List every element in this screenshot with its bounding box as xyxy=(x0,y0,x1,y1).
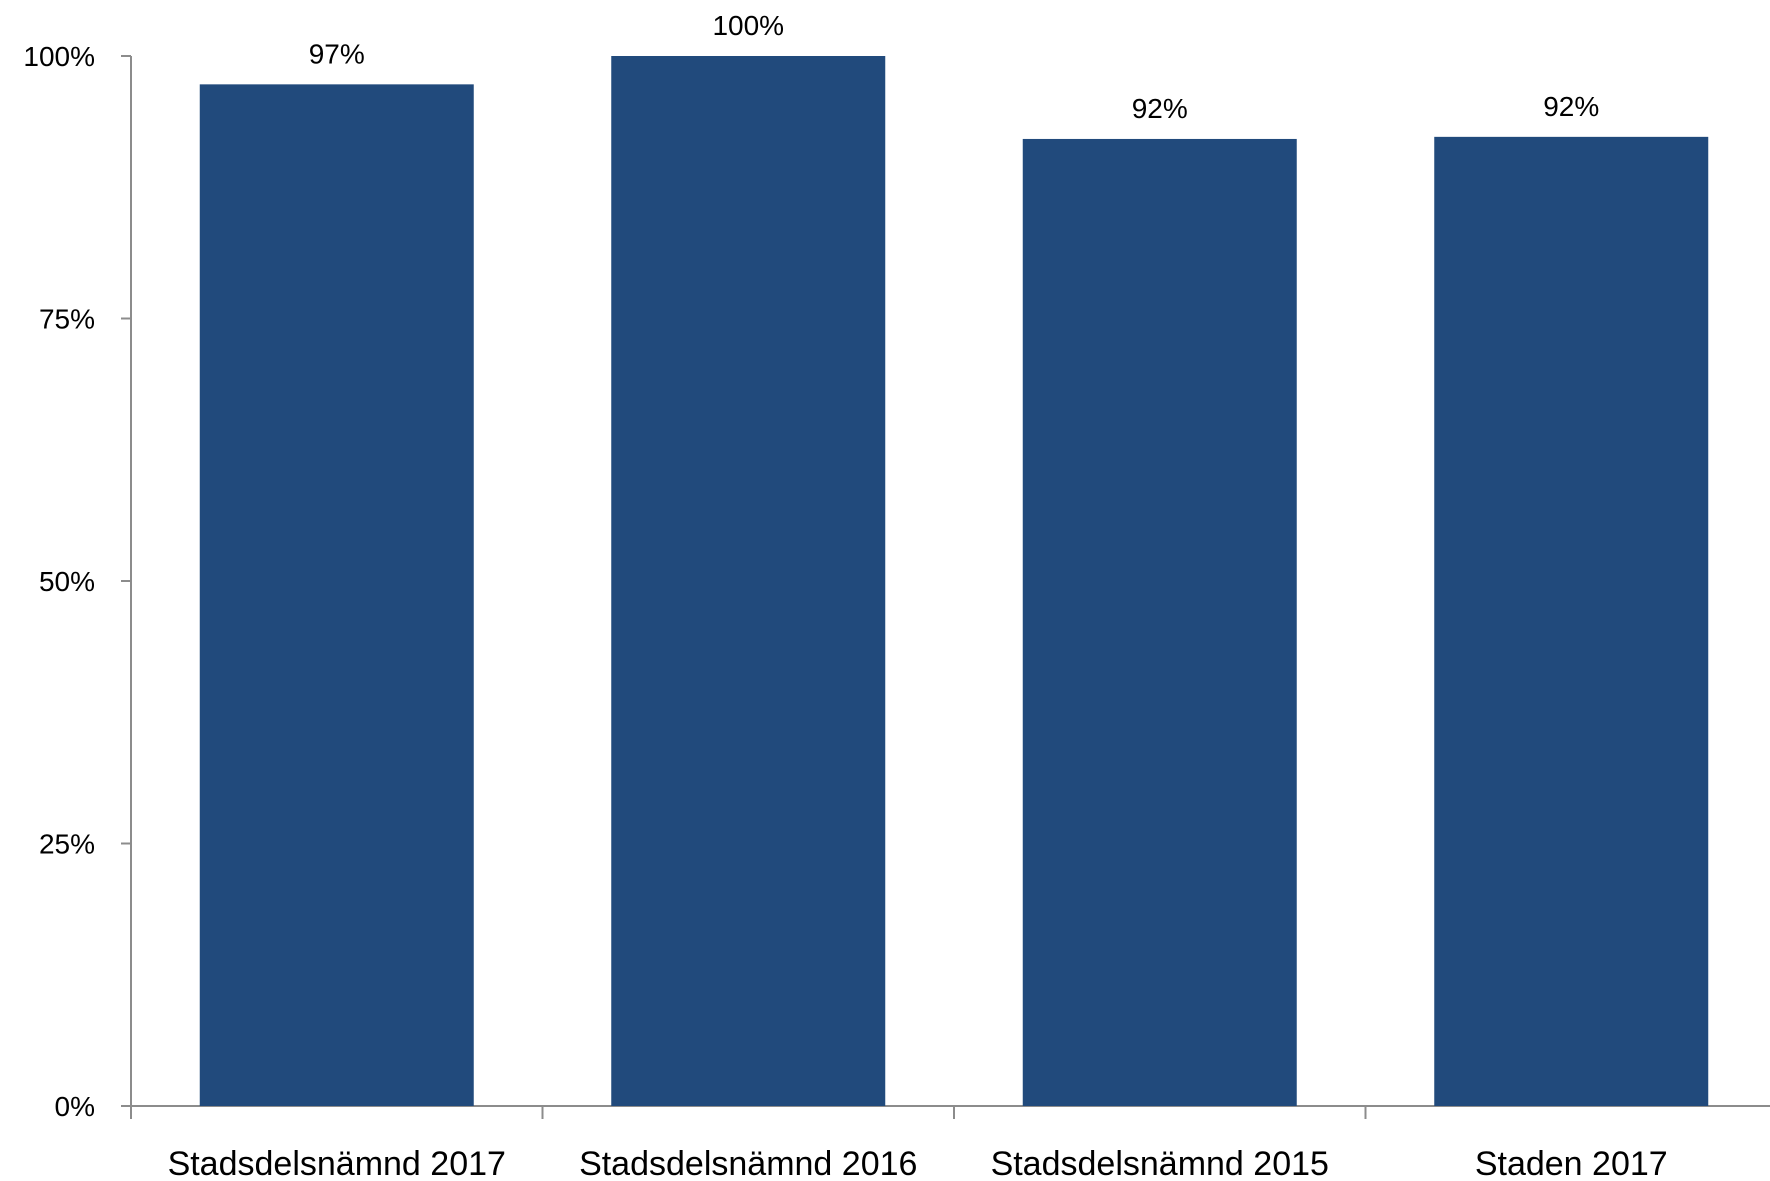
data-label: 100% xyxy=(712,10,784,41)
y-tick-label: 100% xyxy=(23,41,95,72)
y-tick-label: 25% xyxy=(39,829,95,860)
bar xyxy=(1022,138,1297,1106)
y-tick-label: 0% xyxy=(55,1091,95,1122)
category-label: Stadsdelsnämnd 2017 xyxy=(168,1145,506,1181)
data-label: 92% xyxy=(1543,91,1599,122)
data-label: 97% xyxy=(309,38,365,69)
data-labels: 97% 100% 92% 92% xyxy=(309,10,1600,124)
y-tick-label: 75% xyxy=(39,304,95,335)
data-label: 92% xyxy=(1132,93,1188,124)
category-label: Stadsdelsnämnd 2016 xyxy=(579,1145,917,1181)
bar xyxy=(1434,136,1709,1107)
y-tick-label: 50% xyxy=(39,566,95,597)
category-label: Stadsdelsnämnd 2015 xyxy=(991,1145,1329,1181)
bar xyxy=(611,56,886,1106)
y-axis: 0% 25% 50% 75% 100% xyxy=(23,41,132,1122)
category-label: Staden 2017 xyxy=(1475,1145,1668,1181)
bar xyxy=(199,84,474,1107)
x-axis: Stadsdelsnämnd 2017 Stadsdelsnämnd 2016 St… xyxy=(130,1105,1770,1181)
bars xyxy=(199,56,1709,1107)
